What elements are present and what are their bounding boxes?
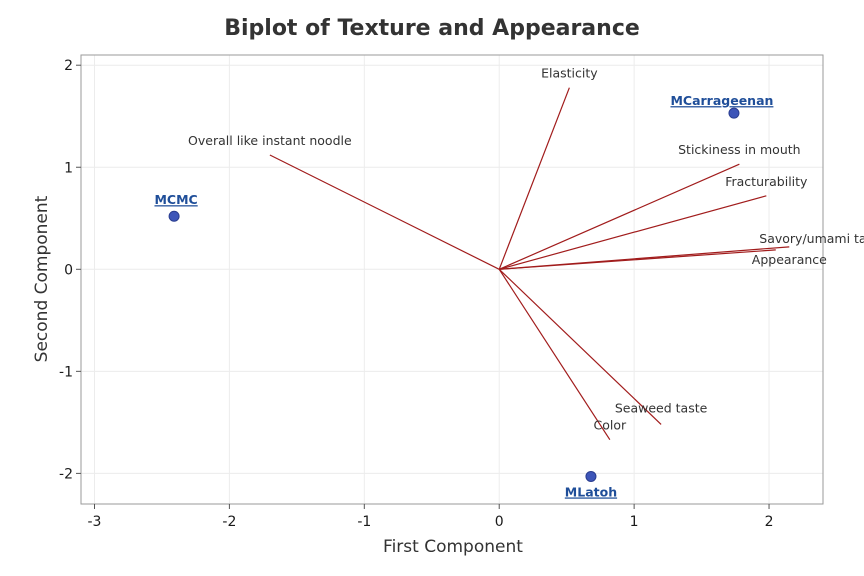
loading-label: Stickiness in mouth (678, 142, 800, 157)
loading-line (498, 268, 662, 425)
loading-vectors: Elasticity Overall like instant noodle Sti… (188, 66, 864, 441)
loading-label: Elasticity (541, 66, 598, 81)
x-tick-label: 1 (630, 514, 639, 530)
loading-line (499, 249, 776, 270)
chart-title: Biplot of Texture and Appearance (224, 16, 640, 41)
loading-label: Color (594, 418, 627, 433)
loading-line (269, 154, 500, 270)
x-tick-label: -1 (357, 514, 371, 530)
x-tick-label: -2 (222, 514, 236, 530)
loading-label: Fracturability (725, 174, 808, 189)
loading-label: Seaweed taste (615, 400, 708, 415)
loading-label: Savory/umami taste (759, 231, 864, 246)
loading-label: Appearance (752, 252, 827, 267)
axis-ticks: -3 -2 -1 0 1 2 -2 -1 0 1 2 (59, 58, 773, 530)
x-tick-label: 2 (765, 514, 774, 530)
x-tick-label: 0 (495, 514, 504, 530)
loading-line (498, 163, 740, 270)
loading-line (498, 87, 570, 270)
score-point (585, 470, 597, 482)
loading-line (498, 268, 611, 441)
loading-line (499, 195, 767, 270)
score-label: MLatoh (565, 484, 617, 499)
x-axis-title: First Component (383, 537, 523, 557)
y-tick-label: -2 (59, 466, 73, 482)
y-tick-label: -1 (59, 364, 73, 380)
y-axis-title: Second Component (32, 195, 52, 362)
y-tick-label: 0 (64, 262, 73, 278)
y-tick-label: 1 (64, 160, 73, 176)
y-tick-label: 2 (64, 58, 73, 74)
score-point (728, 107, 740, 119)
score-label: MCarrageenan (670, 93, 773, 108)
score-points: MCarrageenan MCMC MLatoh (154, 93, 773, 499)
loading-label: Overall like instant noodle (188, 133, 352, 148)
grid-lines (81, 55, 823, 504)
x-tick-label: -3 (88, 514, 102, 530)
score-point (168, 210, 180, 222)
plot-frame (80, 54, 824, 505)
score-label: MCMC (154, 192, 197, 207)
